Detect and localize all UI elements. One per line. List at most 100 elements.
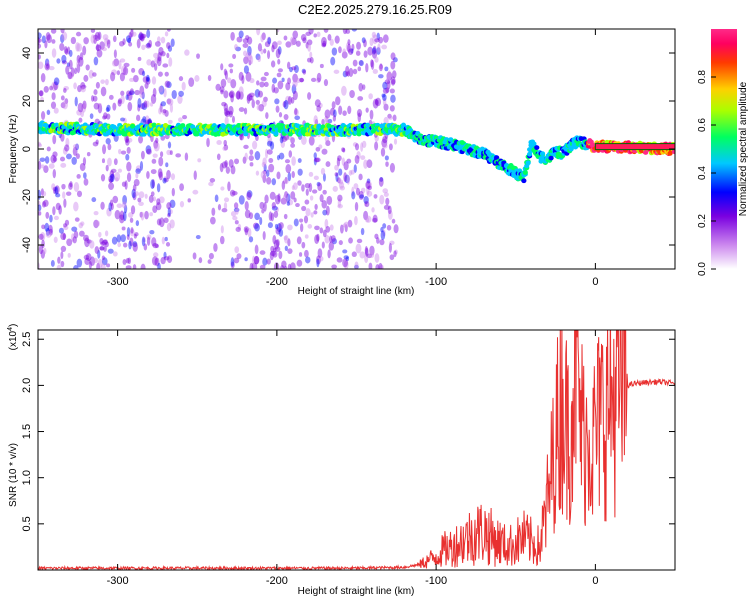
noise-speckle <box>112 195 119 204</box>
noise-speckle <box>152 205 158 214</box>
noise-speckle <box>309 51 313 59</box>
noise-speckle <box>106 263 111 268</box>
noise-speckle <box>114 171 121 182</box>
noise-speckle <box>101 257 108 266</box>
noise-speckle <box>82 157 87 166</box>
noise-speckle <box>272 234 277 245</box>
noise-speckle <box>68 49 73 57</box>
noise-speckle <box>353 164 357 173</box>
noise-speckle <box>146 234 152 240</box>
noise-speckle <box>275 227 281 235</box>
noise-speckle <box>165 162 169 168</box>
noise-speckle <box>142 116 147 123</box>
noise-speckle <box>293 218 299 227</box>
noise-speckle <box>390 52 396 61</box>
noise-speckle <box>259 250 266 255</box>
noise-speckle <box>97 102 102 107</box>
noise-speckle <box>338 168 343 176</box>
noise-speckle <box>114 209 121 220</box>
noise-speckle <box>284 191 289 198</box>
noise-speckle <box>83 234 89 242</box>
noise-speckle <box>140 33 147 39</box>
noise-speckle <box>127 101 133 112</box>
noise-speckle <box>284 245 288 252</box>
spectrogram-heatmap <box>38 29 675 269</box>
noise-speckle <box>128 240 132 250</box>
noise-speckle <box>390 76 396 86</box>
noise-speckle <box>364 201 370 208</box>
noise-speckle <box>268 163 275 173</box>
noise-speckle <box>343 255 349 260</box>
noise-speckle <box>246 190 253 198</box>
noise-speckle <box>153 141 160 152</box>
noise-speckle <box>97 103 103 114</box>
noise-speckle <box>100 263 106 269</box>
noise-speckle <box>358 82 364 92</box>
noise-speckle <box>393 138 398 145</box>
noise-speckle <box>372 217 378 223</box>
noise-speckle <box>263 163 267 172</box>
noise-speckle <box>48 163 55 169</box>
noise-speckle <box>133 178 140 187</box>
noise-speckle <box>284 234 289 244</box>
noise-speckle <box>141 44 146 51</box>
noise-speckle <box>92 141 99 147</box>
noise-speckle <box>165 242 171 247</box>
noise-speckle <box>225 166 231 174</box>
noise-speckle <box>50 260 55 267</box>
noise-speckle <box>242 43 249 48</box>
noise-speckle <box>342 110 347 116</box>
noise-speckle <box>393 250 397 258</box>
noise-speckle <box>324 234 330 244</box>
noise-speckle <box>163 177 169 183</box>
bottom-y-tick-label: 1.0 <box>21 470 33 485</box>
noise-speckle <box>109 173 115 183</box>
noise-speckle <box>313 210 318 215</box>
noise-speckle <box>105 113 111 120</box>
noise-speckle <box>152 87 157 97</box>
noise-speckle <box>375 97 382 107</box>
noise-speckle <box>158 156 164 167</box>
noise-speckle <box>170 173 176 181</box>
noise-speckle <box>341 147 345 152</box>
noise-speckle <box>49 85 54 91</box>
noise-speckle <box>74 67 78 75</box>
noise-speckle <box>175 153 182 158</box>
noise-speckle <box>153 52 160 59</box>
noise-speckle <box>271 178 277 186</box>
noise-speckle <box>52 186 57 191</box>
noise-speckle <box>108 175 113 183</box>
noise-speckle <box>266 36 272 45</box>
noise-speckle <box>329 235 333 243</box>
noise-speckle <box>276 40 282 46</box>
noise-speckle <box>379 64 383 70</box>
noise-speckle <box>219 162 224 173</box>
noise-speckle <box>38 200 41 206</box>
noise-speckle <box>387 210 393 220</box>
noise-speckle <box>93 102 100 110</box>
noise-speckle <box>329 107 335 116</box>
noise-speckle <box>105 164 109 172</box>
noise-speckle <box>351 251 357 258</box>
noise-speckle <box>76 109 82 116</box>
strong-tail-band <box>594 143 675 151</box>
noise-speckle <box>223 68 227 76</box>
noise-speckle <box>40 164 45 169</box>
noise-speckle <box>291 66 297 71</box>
noise-speckle <box>365 62 369 73</box>
noise-speckle <box>242 156 247 164</box>
noise-speckle <box>63 86 70 91</box>
noise-speckle <box>143 243 148 251</box>
noise-speckle <box>377 43 381 53</box>
noise-speckle <box>158 171 163 181</box>
noise-speckle <box>97 31 102 41</box>
noise-speckle <box>100 173 106 182</box>
noise-speckle <box>370 59 374 68</box>
noise-speckle <box>108 182 115 191</box>
noise-speckle <box>354 201 359 212</box>
noise-speckle <box>44 62 51 71</box>
noise-speckle <box>313 152 317 159</box>
noise-speckle <box>140 150 145 160</box>
noise-speckle <box>127 92 133 101</box>
noise-speckle <box>117 242 122 248</box>
